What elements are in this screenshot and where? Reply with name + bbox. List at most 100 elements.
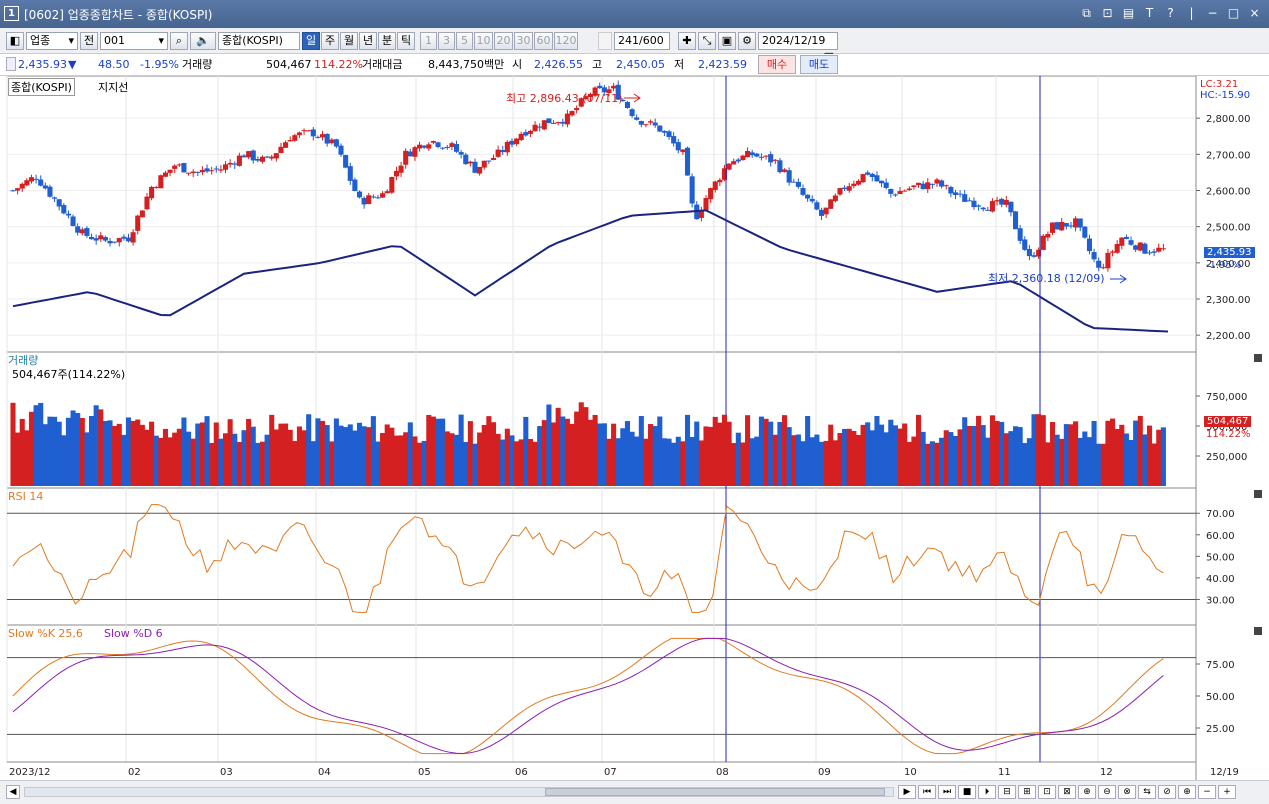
chart-area[interactable]: 2023/12 02 03 04 05 06 07 08 09 10 11 12 12/19 2,800.… bbox=[0, 76, 1269, 804]
date-field[interactable]: 2024/12/19▦ bbox=[758, 32, 838, 63]
tab-period-0[interactable]: 일 bbox=[302, 32, 320, 50]
nav-button-6[interactable]: ⊞ bbox=[1018, 785, 1036, 799]
search-icon[interactable]: ⌕ bbox=[170, 32, 188, 50]
sector-select[interactable]: 업종 ▾ bbox=[26, 32, 78, 50]
nav-button-8[interactable]: ⊠ bbox=[1058, 785, 1076, 799]
window-button-8[interactable]: × bbox=[1249, 6, 1260, 20]
prev-button[interactable]: 전 bbox=[80, 32, 98, 50]
nav-button-14[interactable]: ⊕ bbox=[1178, 785, 1196, 799]
window-button-0[interactable]: ⧉ bbox=[1082, 6, 1091, 20]
tab-period-5[interactable]: 틱 bbox=[397, 32, 415, 50]
window-button-7[interactable]: □ bbox=[1227, 6, 1240, 20]
candle-body bbox=[343, 155, 349, 168]
high-value: 2,450.05 bbox=[616, 58, 665, 71]
nav-button-1[interactable]: ⏮ bbox=[918, 785, 936, 799]
save-icon[interactable]: ▣ bbox=[718, 32, 736, 50]
tab-period-3[interactable]: 년 bbox=[359, 32, 377, 50]
expand-icon[interactable] bbox=[6, 57, 16, 71]
speaker-icon[interactable]: 🔈 bbox=[190, 32, 216, 50]
chart-canvas[interactable]: 2023/12 02 03 04 05 06 07 08 09 10 11 12 12/19 2,800.… bbox=[0, 76, 1269, 780]
crosshair-icon[interactable]: ✚ bbox=[678, 32, 696, 50]
volume-bar bbox=[107, 420, 113, 486]
tab-period-4[interactable]: 분 bbox=[378, 32, 396, 50]
volume-bar bbox=[546, 404, 552, 486]
window-button-4[interactable]: ? bbox=[1167, 6, 1174, 20]
window-button-3[interactable]: T bbox=[1145, 6, 1154, 20]
scroll-left-icon[interactable]: ◀ bbox=[6, 785, 20, 799]
volume-bar bbox=[167, 437, 173, 486]
volume-bar bbox=[897, 428, 903, 486]
nav-button-2[interactable]: ⏭ bbox=[938, 785, 956, 799]
candle-body bbox=[222, 164, 229, 170]
candle-body bbox=[264, 156, 270, 158]
tab-minute-3[interactable]: 3 bbox=[438, 32, 455, 50]
volume-bar bbox=[920, 431, 926, 486]
candle-body bbox=[1137, 242, 1143, 251]
minute-dropdown[interactable] bbox=[598, 32, 612, 50]
count-field[interactable]: 241/600 bbox=[614, 32, 670, 50]
tab-minute-30[interactable]: 30 bbox=[514, 32, 533, 50]
window-button-1[interactable]: ⊡ bbox=[1102, 6, 1113, 20]
tab-minute-120[interactable]: 120 bbox=[554, 32, 578, 50]
candle-body bbox=[976, 205, 982, 207]
volume-bar bbox=[453, 434, 460, 486]
nav-button-13[interactable]: ⊘ bbox=[1158, 785, 1176, 799]
gear-icon[interactable]: ⚙ bbox=[738, 32, 756, 50]
price-tick-label: 2,700.00 bbox=[1206, 150, 1251, 161]
tab-minute-5[interactable]: 5 bbox=[456, 32, 473, 50]
scroll-track[interactable] bbox=[24, 787, 894, 797]
volume-bar bbox=[356, 422, 363, 486]
window-button-5[interactable]: | bbox=[1189, 6, 1194, 20]
window-button-2[interactable]: ▤ bbox=[1122, 6, 1135, 20]
tab-minute-10[interactable]: 10 bbox=[474, 32, 493, 50]
code-input[interactable]: 001 ▾ bbox=[100, 32, 168, 50]
scroll-bar[interactable]: ◀ ▶ ⏮ ⏭ ■ ⏵ ⊟ ⊞ ⊡ ⊠ ⊕ ⊖ ⊗ ⇆ ⊘ ⊕ − + bbox=[0, 780, 1269, 804]
nav-button-4[interactable]: ⏵ bbox=[978, 785, 996, 799]
candle-body bbox=[1045, 233, 1051, 238]
candle-body bbox=[24, 180, 30, 186]
tab-period-2[interactable]: 월 bbox=[340, 32, 358, 50]
price-panel-title[interactable]: 종합(KOSPI) bbox=[8, 78, 75, 96]
tab-minute-60[interactable]: 60 bbox=[534, 32, 553, 50]
nav-button-12[interactable]: ⇆ bbox=[1138, 785, 1156, 799]
nav-button-0[interactable]: ▶ bbox=[898, 785, 916, 799]
volume-bar bbox=[315, 418, 321, 486]
volume-bar bbox=[190, 438, 196, 486]
candle-body bbox=[684, 147, 691, 176]
nav-button-15[interactable]: − bbox=[1198, 785, 1216, 799]
buy-button[interactable]: 매수 bbox=[758, 55, 796, 74]
stoch-k-title[interactable]: Slow %K 25,6 bbox=[8, 627, 83, 640]
tab-period-1[interactable]: 주 bbox=[321, 32, 339, 50]
volume-bar bbox=[564, 418, 570, 486]
volume-panel-title[interactable]: 거래량 bbox=[8, 354, 39, 367]
candle-body bbox=[486, 160, 492, 162]
tab-minute-1[interactable]: 1 bbox=[420, 32, 437, 50]
draw-icon[interactable]: ⤡ bbox=[698, 32, 716, 50]
nav-button-10[interactable]: ⊖ bbox=[1098, 785, 1116, 799]
volume-bar bbox=[84, 432, 90, 486]
x-tick-label: 04 bbox=[318, 767, 331, 778]
candle-body bbox=[1073, 218, 1079, 228]
candle-body bbox=[648, 121, 654, 123]
candle-body bbox=[42, 185, 48, 189]
rsi-panel-title[interactable]: RSI 14 bbox=[8, 490, 44, 503]
nav-button-5[interactable]: ⊟ bbox=[998, 785, 1016, 799]
nav-button-16[interactable]: + bbox=[1218, 785, 1236, 799]
x-tick-label: 05 bbox=[418, 767, 431, 778]
volume-bar bbox=[347, 424, 353, 486]
candle-body bbox=[412, 147, 418, 157]
volume-bar bbox=[1160, 427, 1166, 486]
sell-button[interactable]: 매도 bbox=[800, 55, 838, 74]
tab-minute-20[interactable]: 20 bbox=[494, 32, 513, 50]
window-button-6[interactable]: − bbox=[1207, 6, 1218, 20]
nav-button-7[interactable]: ⊡ bbox=[1038, 785, 1056, 799]
volume-bar bbox=[319, 420, 326, 486]
volume-bar bbox=[186, 431, 192, 486]
nav-button-3[interactable]: ■ bbox=[958, 785, 976, 799]
panel-toggle-icon[interactable]: ◧ bbox=[6, 32, 24, 50]
scroll-thumb[interactable] bbox=[545, 788, 885, 796]
candle-body bbox=[463, 154, 469, 165]
stoch-d-title[interactable]: Slow %D 6 bbox=[104, 627, 163, 640]
nav-button-9[interactable]: ⊕ bbox=[1078, 785, 1096, 799]
nav-button-11[interactable]: ⊗ bbox=[1118, 785, 1136, 799]
